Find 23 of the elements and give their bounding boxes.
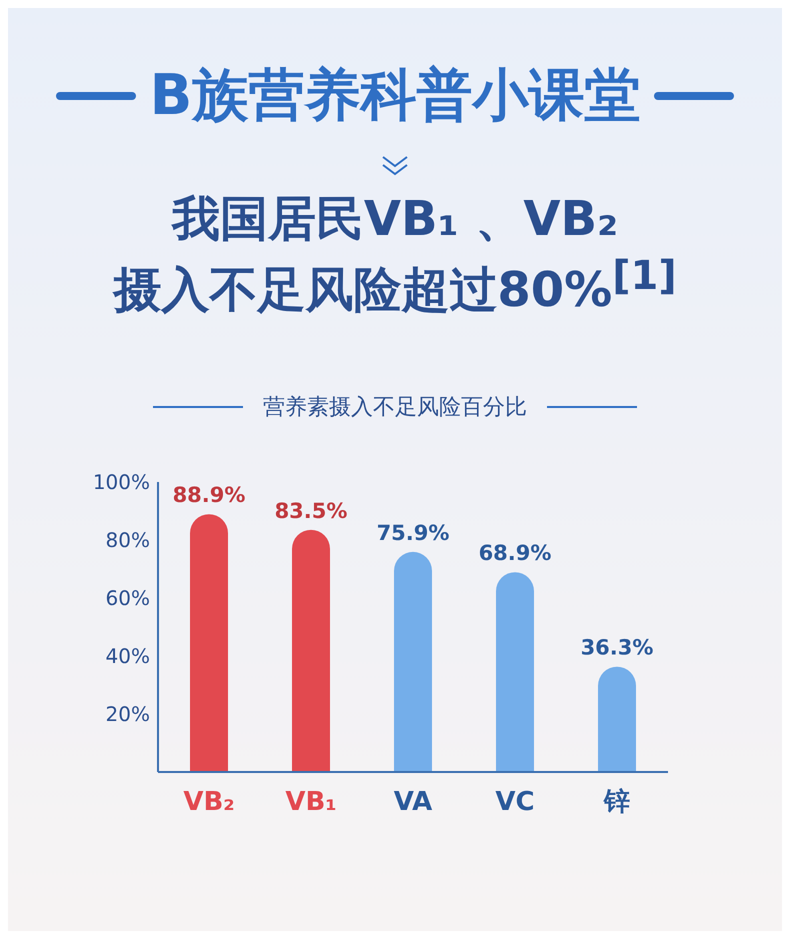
chart-subtitle: 我国居民VB₁ 、VB₂ 摄入不足风险超过80%$^{[1]}$ xyxy=(111,190,678,320)
y-tick-label: 40% xyxy=(106,644,150,668)
data-label: 36.3% xyxy=(580,636,654,660)
y-tick-label: 80% xyxy=(106,528,150,552)
bar xyxy=(598,666,636,772)
text: 营养素摄入不足风险百分比 xyxy=(263,394,527,422)
y-tick-label: 60% xyxy=(106,586,150,610)
y-tick-label: 100% xyxy=(92,470,150,494)
bar xyxy=(496,572,534,772)
y-tick-label: 20% xyxy=(106,702,150,726)
data-label: 75.9% xyxy=(376,520,450,545)
x-tick-label: VC xyxy=(495,786,535,817)
bar xyxy=(292,530,330,772)
chart-title: B族营养科普小课堂 xyxy=(150,62,640,130)
x-tick-label: 锌 xyxy=(603,786,630,817)
bar xyxy=(394,552,432,772)
x-tick-label: VB₁ xyxy=(285,786,337,817)
bar xyxy=(190,514,228,772)
data-label: 88.9% xyxy=(172,482,246,507)
x-tick-label: VB₂ xyxy=(183,786,235,817)
data-label: 68.9% xyxy=(478,540,552,565)
x-tick-label: VA xyxy=(394,786,432,817)
data-label: 83.5% xyxy=(274,498,348,523)
